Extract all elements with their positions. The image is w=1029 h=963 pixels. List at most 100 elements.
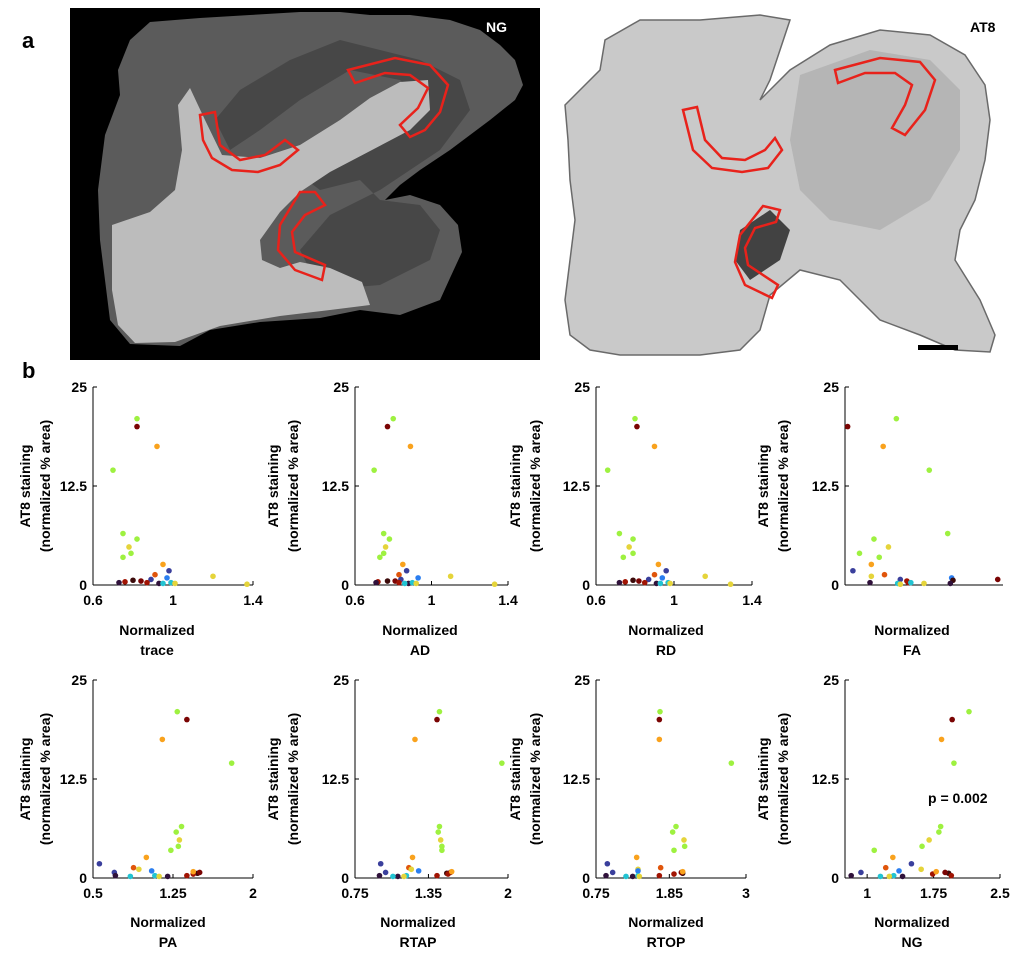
data-point (176, 837, 183, 843)
at8-image-label: AT8 (970, 19, 996, 35)
y-tick-label: 25 (823, 672, 839, 688)
data-point (159, 736, 166, 743)
data-point (134, 415, 140, 422)
data-point (671, 871, 677, 877)
data-point (144, 579, 150, 586)
y-label-line2: (normalized % area) (775, 713, 791, 845)
x-tick-label: 3 (742, 885, 750, 901)
data-point (184, 716, 190, 723)
data-point (632, 415, 638, 422)
data-point (134, 536, 140, 542)
data-point (164, 575, 170, 581)
data-point (401, 873, 407, 880)
x-tick-label: 0.6 (345, 592, 365, 608)
data-point (166, 567, 172, 574)
x-label-line2: NG (902, 934, 923, 950)
p-value-annotation: p = 0.002 (928, 790, 988, 806)
data-point (633, 854, 640, 861)
data-point (908, 579, 914, 586)
data-point (407, 443, 414, 450)
at8-roi-outline-2 (833, 56, 937, 137)
data-point (871, 536, 877, 542)
scatter-plot-rd: Normalized RD 0 12.5 25 0.6 1 1.4 AT8 staining… (507, 379, 762, 658)
data-point (651, 571, 658, 578)
data-point (120, 554, 126, 561)
y-label-line2: (normalized % area) (37, 420, 53, 552)
data-point (148, 868, 155, 874)
data-point (376, 872, 383, 879)
y-tick-label: 0 (582, 577, 590, 593)
x-tick-label: 2 (249, 885, 257, 901)
data-point (944, 530, 951, 537)
ng-roi-outline-1 (198, 110, 300, 174)
data-point (156, 580, 162, 587)
y-tick-label: 12.5 (563, 771, 590, 787)
data-point (96, 860, 103, 867)
data-point (437, 837, 444, 843)
data-point (881, 571, 888, 578)
y-tick-label: 12.5 (60, 478, 87, 494)
data-point (657, 864, 664, 871)
y-tick-label: 12.5 (563, 478, 590, 494)
data-point (657, 708, 663, 715)
y-label-line2: (normalized % area) (285, 420, 301, 552)
data-point (659, 575, 666, 581)
data-point (138, 578, 144, 584)
x-label-line1: Normalized (380, 914, 455, 930)
data-point (938, 736, 945, 743)
data-point (933, 868, 940, 875)
data-point (604, 467, 611, 473)
x-tick-label: 0.75 (582, 885, 609, 901)
data-point (897, 576, 904, 583)
data-point (128, 550, 134, 557)
data-point (403, 567, 410, 574)
data-point (604, 860, 611, 867)
x-tick-label: 1 (863, 885, 871, 901)
data-point (172, 580, 178, 587)
data-point (143, 854, 150, 861)
x-tick-label: 1.75 (920, 885, 947, 901)
ng-mri-image: NG (70, 8, 540, 360)
scatter-plot-ng: Normalized NG p = 0.002 0 12.5 25 1 1.75 2.5 A… (755, 672, 1010, 950)
x-label-line2: RTAP (399, 934, 436, 950)
data-point (126, 544, 132, 550)
x-tick-label: 2 (504, 885, 512, 901)
scatter-plot-trace: Normalized trace 0 12.5 25 0.6 1 1.4 AT8 stain… (17, 379, 263, 658)
x-label-line2: PA (159, 934, 177, 950)
y-label-line1: AT8 staining (265, 738, 281, 821)
data-point (844, 423, 851, 430)
data-point (868, 561, 875, 568)
y-tick-label: 0 (341, 870, 349, 886)
data-point (377, 860, 384, 867)
data-point (130, 577, 136, 584)
data-point (942, 869, 948, 876)
data-point (127, 873, 134, 880)
data-point (384, 423, 391, 430)
data-point (386, 536, 393, 542)
data-point (434, 872, 440, 879)
x-label-line1: Normalized (874, 622, 949, 638)
data-point (667, 580, 673, 587)
data-point (636, 578, 642, 584)
data-point (886, 873, 893, 880)
data-point (966, 708, 972, 715)
data-point (657, 580, 664, 587)
data-point (439, 843, 445, 850)
data-point (636, 873, 643, 880)
data-point (921, 580, 927, 587)
data-point (616, 579, 623, 586)
data-point (130, 864, 137, 871)
x-tick-label: 1.35 (415, 885, 442, 901)
data-point (164, 873, 171, 880)
data-point (858, 869, 864, 876)
x-tick-label: 1 (169, 592, 177, 608)
data-point (926, 837, 932, 843)
at8-right-lobe-shading (790, 50, 960, 230)
x-tick-label: 0.5 (83, 885, 103, 901)
x-label-line2: RTOP (647, 934, 686, 950)
y-tick-label: 25 (574, 379, 590, 395)
x-tick-label: 1.4 (243, 592, 263, 608)
data-point (390, 873, 396, 880)
ng-roi-outline-2 (346, 56, 450, 139)
y-label-line2: (normalized % area) (527, 713, 543, 845)
